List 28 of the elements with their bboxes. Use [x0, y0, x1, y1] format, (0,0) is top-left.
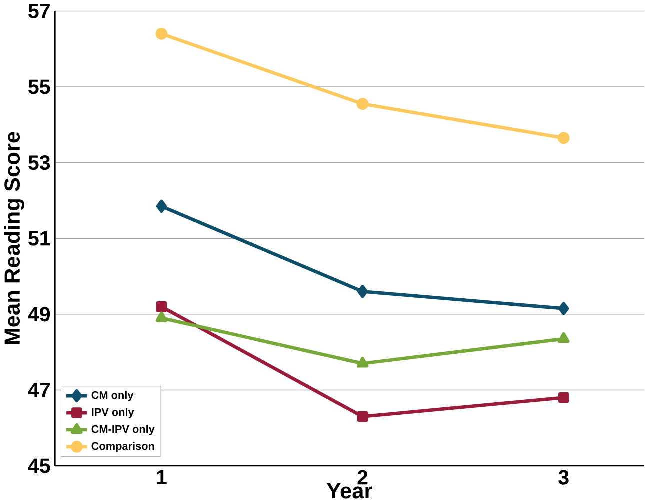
y-tick-label: 55: [28, 80, 50, 94]
point: [156, 200, 168, 214]
legend-label: Comparison: [92, 442, 154, 452]
point: [156, 302, 168, 312]
point: [156, 312, 168, 322]
y-tick-label: 45: [28, 458, 50, 474]
point: [357, 285, 368, 298]
point: [558, 132, 570, 144]
point: [558, 392, 570, 404]
y-axis-title: Mean Reading Score: [4, 132, 24, 344]
legend-label: CM-IPV only: [92, 425, 155, 436]
point: [558, 302, 570, 316]
x-tick-label: 2: [358, 470, 368, 485]
x-axis-title: Year: [327, 484, 372, 499]
point: [357, 412, 368, 422]
point: [156, 28, 168, 40]
legend-label: IPV only: [92, 408, 134, 418]
y-tick-label: 57: [28, 4, 50, 19]
x-tick-label: 1: [157, 470, 167, 485]
y-tick-label: 53: [28, 156, 50, 170]
point: [356, 357, 369, 368]
y-tick-label: 49: [28, 307, 50, 322]
point: [356, 98, 369, 110]
y-tick-label: 51: [28, 232, 50, 246]
x-tick-label: 3: [558, 470, 569, 485]
point: [558, 332, 570, 344]
legend-label: CM only: [92, 391, 134, 402]
y-tick-label: 47: [28, 383, 50, 398]
